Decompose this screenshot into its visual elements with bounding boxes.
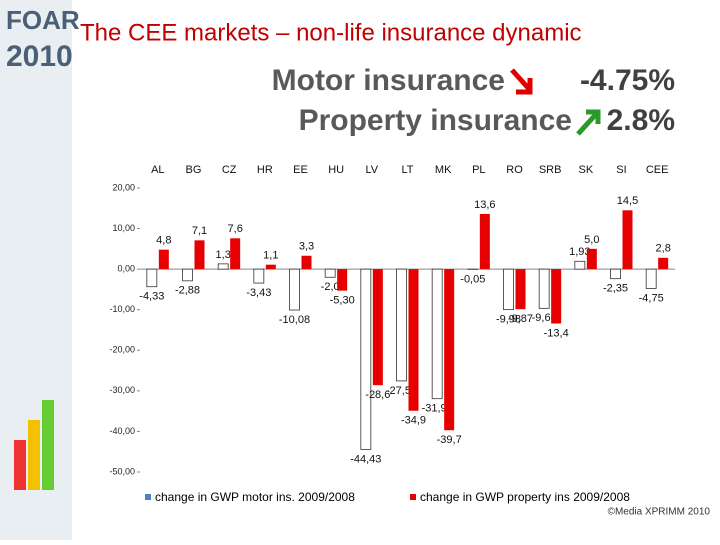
data-label: 3,3	[299, 241, 314, 253]
y-tick-label: -50,00	[109, 466, 135, 476]
x-tick-label: CEE	[646, 164, 669, 176]
x-tick-label: CZ	[222, 164, 237, 176]
data-label: 13,6	[474, 199, 495, 211]
bar	[254, 269, 264, 283]
bar	[325, 269, 335, 277]
x-tick-label: RO	[506, 164, 523, 176]
slide-title: The CEE markets – non-life insurance dyn…	[80, 19, 582, 46]
data-label: 14,5	[617, 195, 638, 207]
bar	[504, 269, 514, 309]
bar	[646, 269, 656, 288]
x-tick-label: BG	[186, 164, 202, 176]
bar	[587, 249, 597, 269]
bar	[551, 269, 561, 323]
data-label: -5,30	[330, 295, 355, 307]
logo: FOAR	[6, 5, 80, 35]
data-label: -10,08	[279, 314, 310, 326]
data-label: -9,87	[508, 313, 533, 325]
x-tick-label: HR	[257, 164, 273, 176]
bar	[159, 250, 169, 269]
bar	[147, 269, 157, 287]
data-label: 7,6	[228, 223, 243, 235]
bar	[539, 269, 549, 308]
logo-icon	[14, 440, 26, 490]
x-tick-label: SK	[578, 164, 593, 176]
data-label: 1,3	[216, 249, 231, 261]
bar	[409, 269, 419, 411]
bar	[373, 269, 383, 385]
y-tick-label: 20,00	[112, 182, 135, 192]
data-label: -2,0	[321, 281, 340, 293]
bar	[266, 265, 276, 269]
x-tick-label: LV	[366, 164, 379, 176]
bar	[611, 269, 621, 279]
bar	[337, 269, 347, 291]
arrow-up	[578, 112, 598, 134]
legend-swatch	[145, 494, 151, 500]
bar	[575, 261, 585, 269]
y-tick-label: 0,00	[117, 264, 135, 274]
y-tick-label: -10,00	[109, 304, 135, 314]
data-label: -4,75	[639, 292, 664, 304]
data-label: 5,0	[584, 234, 599, 246]
data-label: -4,33	[139, 291, 164, 303]
y-tick-label: 10,00	[112, 223, 135, 233]
footer: ©Media XPRIMM 2010	[608, 507, 711, 518]
bar	[195, 240, 205, 269]
data-label: -34,9	[401, 415, 426, 427]
legend-label: change in GWP property ins 2009/2008	[420, 490, 630, 504]
data-label: 4,8	[156, 235, 171, 247]
data-label: -2,35	[603, 283, 628, 295]
x-tick-label: MK	[435, 164, 452, 176]
bar	[432, 269, 442, 399]
bar	[623, 210, 633, 269]
headline-value: 2.8%	[607, 104, 675, 137]
x-tick-label: PL	[472, 164, 485, 176]
data-label: 1,1	[263, 250, 278, 262]
bar	[290, 269, 300, 310]
bar	[658, 258, 668, 269]
headline-text: Motor insurance	[272, 64, 505, 97]
bar	[218, 264, 228, 269]
headline-text: Property insurance	[299, 104, 572, 137]
x-tick-label: AL	[151, 164, 164, 176]
bar	[230, 238, 240, 269]
y-tick-label: -40,00	[109, 426, 135, 436]
arrow-down	[512, 70, 530, 92]
bar	[397, 269, 407, 381]
bar	[302, 256, 312, 269]
data-label: 2,8	[656, 243, 671, 255]
data-label: -3,43	[246, 287, 271, 299]
x-tick-label: HU	[328, 164, 344, 176]
logo-icon	[42, 400, 54, 490]
logo-year: 2010	[6, 40, 73, 73]
data-label: -0,05	[460, 273, 485, 285]
data-label: -13,4	[544, 327, 569, 339]
headline-value: -4.75%	[580, 64, 675, 97]
x-tick-label: SI	[616, 164, 626, 176]
data-label: -39,7	[437, 434, 462, 446]
bar	[183, 269, 193, 281]
legend-label: change in GWP motor ins. 2009/2008	[155, 490, 355, 504]
bar	[361, 269, 371, 449]
bar	[516, 269, 526, 309]
bar	[480, 214, 490, 269]
y-tick-label: -30,00	[109, 385, 135, 395]
data-label: -44,43	[350, 453, 381, 465]
x-tick-label: LT	[401, 164, 413, 176]
bar	[444, 269, 454, 430]
logo-icon	[28, 420, 40, 490]
legend-swatch	[410, 494, 416, 500]
x-tick-label: EE	[293, 164, 308, 176]
data-label: 7,1	[192, 225, 207, 237]
data-label: -2,88	[175, 285, 200, 297]
x-tick-label: SRB	[539, 164, 562, 176]
y-tick-label: -20,00	[109, 345, 135, 355]
